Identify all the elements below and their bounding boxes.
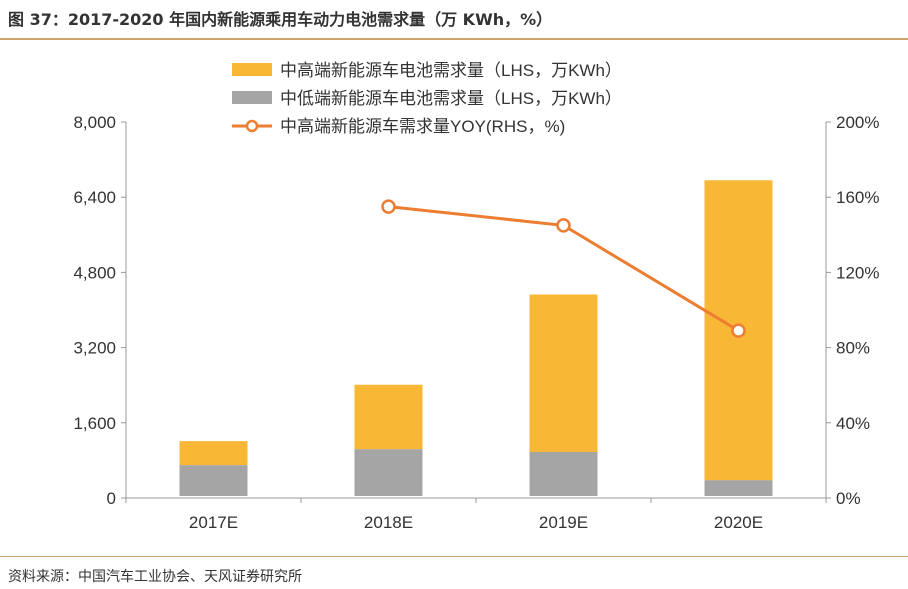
right-tick-label: 120%	[836, 263, 879, 282]
bar-segment	[704, 480, 773, 496]
left-tick-label: 8,000	[73, 113, 116, 132]
legend-label: 中高端新能源车需求量YOY(RHS，%)	[280, 117, 565, 136]
legend-swatch	[232, 91, 272, 104]
source-divider	[0, 556, 908, 557]
yoy-point	[381, 199, 396, 214]
bar-segment	[179, 441, 248, 466]
bar-segment	[354, 384, 423, 450]
title-divider	[0, 38, 908, 40]
chart-title: 图 37：2017-2020 年国内新能源乘用车动力电池需求量（万 KWh，%）	[8, 10, 553, 29]
right-tick-label: 80%	[836, 339, 870, 358]
left-tick-label: 0	[107, 489, 116, 508]
left-tick-label: 3,200	[73, 339, 116, 358]
left-tick-label: 6,400	[73, 188, 116, 207]
x-tick-label: 2019E	[539, 513, 588, 532]
right-tick-label: 40%	[836, 414, 870, 433]
x-tick-label: 2018E	[364, 513, 413, 532]
right-tick-label: 200%	[836, 113, 879, 132]
legend-label: 中高端新能源车电池需求量（LHS，万KWh）	[280, 61, 622, 80]
left-tick-label: 4,800	[73, 263, 116, 282]
legend-swatch	[232, 63, 272, 76]
bar-segment	[529, 294, 598, 452]
bar-segment	[354, 449, 423, 496]
yoy-point	[731, 323, 746, 338]
yoy-point	[556, 218, 571, 233]
legend-label: 中低端新能源车电池需求量（LHS，万KWh）	[280, 89, 622, 108]
legend-marker	[245, 119, 259, 133]
bar-segment	[529, 451, 598, 496]
x-tick-label: 2020E	[714, 513, 763, 532]
right-tick-label: 0%	[836, 489, 861, 508]
x-tick-label: 2017E	[189, 513, 238, 532]
left-tick-label: 1,600	[73, 414, 116, 433]
right-tick-label: 160%	[836, 188, 879, 207]
source-note: 资料来源：中国汽车工业协会、天风证券研究所	[8, 569, 302, 585]
bar-segment	[179, 465, 248, 496]
